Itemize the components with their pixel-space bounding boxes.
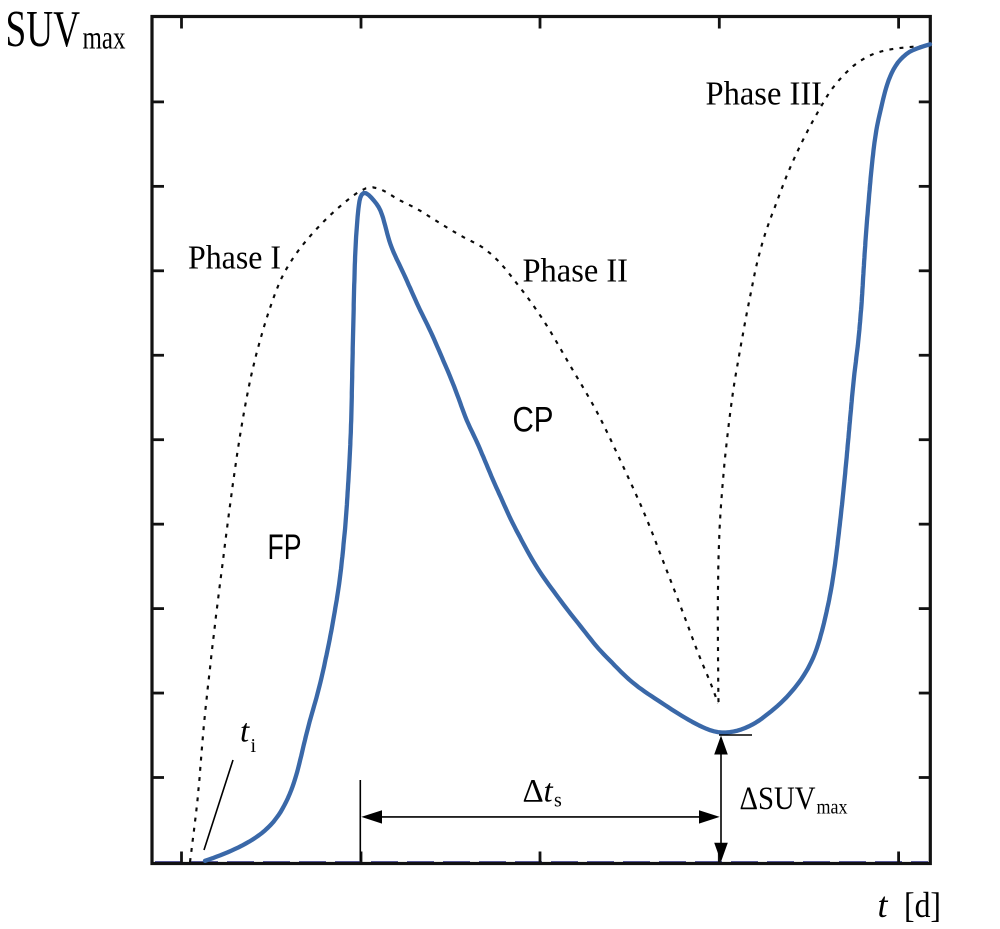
svg-text:max: max [83,21,126,57]
svg-text:t: t [878,885,889,925]
svg-text:Δ: Δ [523,774,544,810]
svg-text:max: max [817,797,848,819]
svg-text:[d]: [d] [904,885,941,925]
svg-text:Phase II: Phase II [523,252,629,289]
svg-text:CP: CP [513,401,554,440]
svg-text:s: s [554,790,562,812]
svg-text:i: i [251,735,257,757]
svg-text:Phase III: Phase III [706,75,823,112]
svg-text:SUV: SUV [6,1,81,58]
svg-text:ΔSUV: ΔSUV [740,781,816,817]
svg-text:Phase I: Phase I [188,240,281,277]
svg-text:t: t [544,774,554,810]
svg-text:FP: FP [268,528,302,567]
svg-text:t: t [240,714,250,750]
